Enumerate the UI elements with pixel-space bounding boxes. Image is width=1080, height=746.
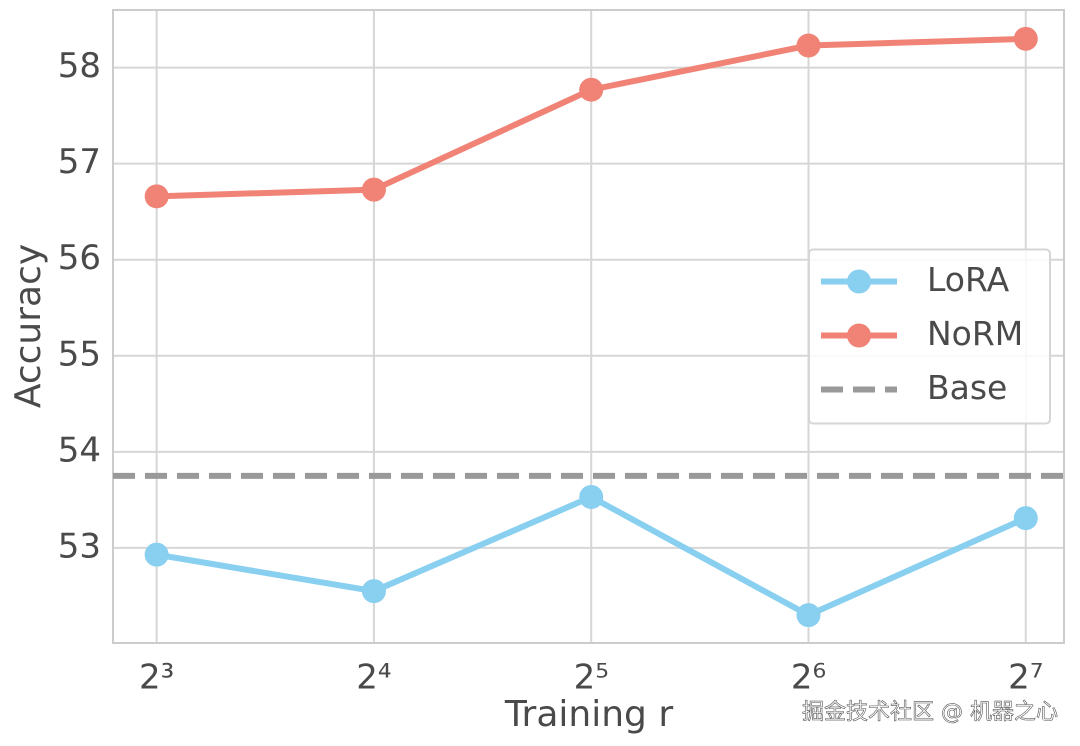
point [1013,26,1038,51]
point [579,484,604,509]
point [1013,506,1038,531]
x-tick-label: 2⁷ [1008,658,1043,698]
legend-marker [847,269,871,294]
legend-label: NoRM [927,314,1023,353]
y-tick-label: 58 [58,46,101,86]
point [144,184,169,209]
point [144,542,169,567]
x-tick-label: 2⁵ [574,658,609,698]
y-tick-label: 55 [58,334,101,374]
watermark: 掘金技术社区 @ 机器之心 [802,700,1058,725]
point [361,579,386,604]
y-axis-label: Accuracy [8,244,49,408]
point [796,603,821,628]
point [796,33,821,58]
point [361,177,386,202]
legend-marker [847,323,871,348]
y-tick-label: 56 [58,238,101,278]
legend-box [808,248,1051,425]
plot-frame [112,9,1065,644]
legend-label: Base [927,368,1007,407]
legend-label: LoRA [927,260,1010,299]
x-tick-label: 2³ [139,658,174,698]
y-tick-label: 57 [58,142,101,182]
x-tick-label: 2⁶ [791,658,826,698]
x-tick-label: 2⁴ [356,658,391,698]
point [579,77,604,102]
x-axis-label: Training r [504,694,673,735]
y-tick-label: 54 [58,430,101,470]
y-tick-label: 53 [58,526,101,566]
